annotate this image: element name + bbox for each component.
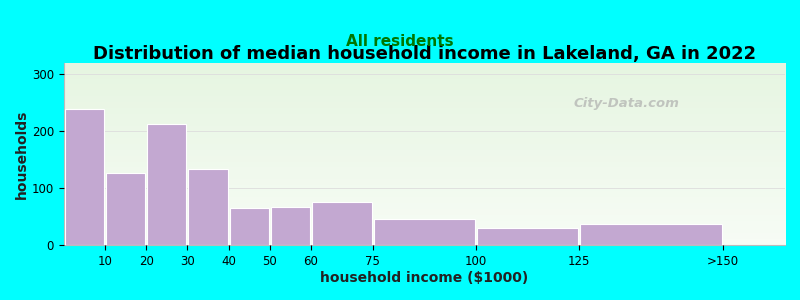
Y-axis label: households: households — [15, 110, 29, 199]
Bar — [147, 124, 186, 245]
Bar — [230, 208, 269, 245]
Bar — [106, 172, 145, 245]
Bar — [374, 219, 475, 245]
Bar — [189, 169, 227, 245]
Bar — [580, 224, 722, 245]
Text: City-Data.com: City-Data.com — [574, 97, 679, 110]
Bar — [312, 202, 372, 245]
Text: All residents: All residents — [346, 34, 454, 50]
Bar — [65, 109, 104, 245]
Title: Distribution of median household income in Lakeland, GA in 2022: Distribution of median household income … — [93, 45, 756, 63]
X-axis label: household income ($1000): household income ($1000) — [320, 271, 529, 285]
Bar — [477, 228, 578, 245]
Bar — [271, 207, 310, 245]
